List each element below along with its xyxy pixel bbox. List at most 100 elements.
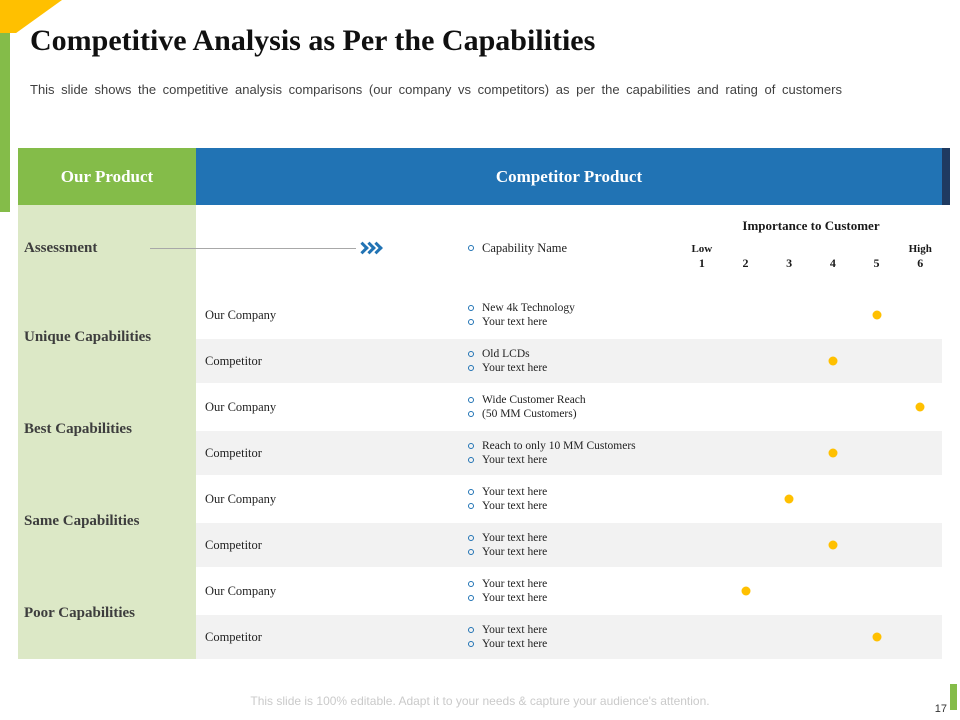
company-cell: Competitor <box>205 445 262 460</box>
capability-cell: Reach to only 10 MM Customers Your text h… <box>460 431 680 475</box>
scale-number: 1 <box>698 256 705 270</box>
capability-text: Your text here <box>482 546 548 558</box>
rating-scale-cell: High 6 <box>898 243 942 271</box>
company-cell: Our Company <box>205 583 277 598</box>
capability-cell: New 4k Technology Your text here <box>460 293 680 337</box>
table-header: Our Product Competitor Product <box>18 148 950 205</box>
rating-dot <box>784 494 794 504</box>
table-row: Our Company Your text here Your text here <box>196 567 942 613</box>
our-product-header: Our Product <box>18 148 196 205</box>
table-row: Our Company Wide Customer Reach (50 MM Cus… <box>196 383 942 429</box>
bullet-icon <box>468 305 474 311</box>
table-row: Competitor Your text here Your text here <box>196 613 942 659</box>
capability-text: Your text here <box>482 638 548 650</box>
capability-name-header: Capability Name <box>460 205 680 291</box>
company-cell: Our Company <box>205 307 277 322</box>
scale-number: 5 <box>873 256 880 270</box>
rating-scale-cell: 2 <box>724 243 768 271</box>
capability-cell: Your text here Your text here <box>460 477 680 521</box>
table-rows: Our Company New 4k Technology Your text he… <box>196 291 942 659</box>
capability-text: Your text here <box>482 532 548 544</box>
rating-cell <box>680 339 942 383</box>
bullet-icon <box>468 549 474 555</box>
capability-line: Your text here <box>460 486 680 498</box>
slide-subtitle: This slide shows the competitive analysi… <box>30 82 842 97</box>
bullet-icon <box>468 535 474 541</box>
table-row: Our Company Your text here Your text here <box>196 475 942 521</box>
table-row: Competitor Your text here Your text here <box>196 521 942 567</box>
capability-line: Old LCDs <box>460 348 680 360</box>
rating-cell <box>680 385 942 429</box>
scale-number: 3 <box>786 256 793 270</box>
capability-group-label: Poor Capabilities <box>24 604 135 621</box>
table-row: Competitor Old LCDs Your text here <box>196 337 942 383</box>
capability-line: Your text here <box>460 454 680 466</box>
rating-scale-cell: 4 <box>811 243 855 271</box>
scale-number: 6 <box>917 256 924 270</box>
company-cell: Competitor <box>205 629 262 644</box>
rating-dot <box>828 356 838 366</box>
company-cell: Our Company <box>205 399 277 414</box>
assessment-label: Assessment <box>24 239 98 256</box>
capability-group-labels: Unique Capabilities Best Capabilities Same… <box>18 291 196 659</box>
capabilities-table: Our Product Competitor Product Assessmen… <box>18 148 950 659</box>
capability-group-label: Same Capabilities <box>24 512 140 529</box>
rating-cell <box>680 569 942 613</box>
scale-word: Low <box>691 243 713 255</box>
rating-scale-cell: 3 <box>767 243 811 271</box>
company-cell: Competitor <box>205 537 262 552</box>
capability-text: Your text here <box>482 486 548 498</box>
company-cell: Our Company <box>205 491 277 506</box>
table-row: Competitor Reach to only 10 MM Customers Y… <box>196 429 942 475</box>
capability-text: Wide Customer Reach <box>482 394 586 406</box>
capability-line: Your text here <box>460 500 680 512</box>
rating-cell <box>680 615 942 659</box>
bullet-icon <box>468 443 474 449</box>
triple-chevron-icon <box>356 241 383 255</box>
capability-line: Your text here <box>460 362 680 374</box>
company-cell: Competitor <box>205 353 262 368</box>
capability-line: Your text here <box>460 638 680 650</box>
rating-scale-cell: 5 <box>855 243 899 271</box>
table-subheader-row: Capability Name Importance to Customer L… <box>150 205 942 291</box>
bullet-icon <box>468 319 474 325</box>
footer-note: This slide is 100% editable. Adapt it to… <box>250 694 710 708</box>
assessment-column: Assessment Unique Capabilities Best Capab… <box>18 205 196 659</box>
capability-group-label: Unique Capabilities <box>24 328 152 345</box>
scale-number: 2 <box>742 256 749 270</box>
rating-cell <box>680 477 942 521</box>
capability-cell: Old LCDs Your text here <box>460 339 680 383</box>
bullet-icon <box>468 397 474 403</box>
page-number: 17 <box>934 703 947 715</box>
bullet-icon <box>468 503 474 509</box>
rating-dot <box>741 586 750 596</box>
navy-strip <box>942 148 950 205</box>
bullet-icon <box>468 365 474 371</box>
competitor-product-header: Competitor Product <box>196 148 942 205</box>
capability-text: Old LCDs <box>482 348 530 360</box>
bullet-icon <box>468 641 474 647</box>
bullet-icon <box>468 457 474 463</box>
capability-text: Reach to only 10 MM Customers <box>482 440 636 452</box>
bullet-icon <box>468 411 474 417</box>
bullet-icon <box>468 595 474 601</box>
rating-scale: Low 1 2 3 4 5 High 6 <box>680 243 942 271</box>
capability-line: New 4k Technology <box>460 302 680 314</box>
assessment-arrow-zone <box>150 205 460 291</box>
capability-text: Your text here <box>482 624 548 636</box>
rating-dot <box>872 310 881 320</box>
rating-dot <box>915 402 925 412</box>
table-body: Assessment Unique Capabilities Best Capab… <box>18 205 942 659</box>
capability-cell: Your text here Your text here <box>460 523 680 567</box>
capability-cell: Wide Customer Reach (50 MM Customers) <box>460 385 680 429</box>
capability-group-label: Best Capabilities <box>24 420 132 437</box>
capability-name-label: Capability Name <box>482 240 568 255</box>
scale-number: 4 <box>829 256 836 270</box>
rating-cell <box>680 431 942 475</box>
capability-line: Your text here <box>460 316 680 328</box>
capability-text: New 4k Technology <box>482 302 575 314</box>
table-main-column: Capability Name Importance to Customer L… <box>150 205 942 659</box>
capability-text: Your text here <box>482 316 548 328</box>
capability-text: Your text here <box>482 362 548 374</box>
